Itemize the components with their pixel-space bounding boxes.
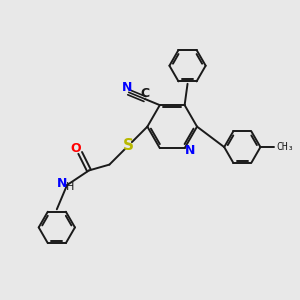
Text: N: N	[122, 81, 133, 94]
Text: N: N	[57, 177, 67, 190]
Text: C: C	[140, 87, 149, 100]
Text: N: N	[185, 144, 195, 157]
Text: S: S	[123, 138, 134, 153]
Text: H: H	[66, 182, 75, 191]
Text: O: O	[70, 142, 81, 155]
Text: CH₃: CH₃	[277, 142, 294, 152]
